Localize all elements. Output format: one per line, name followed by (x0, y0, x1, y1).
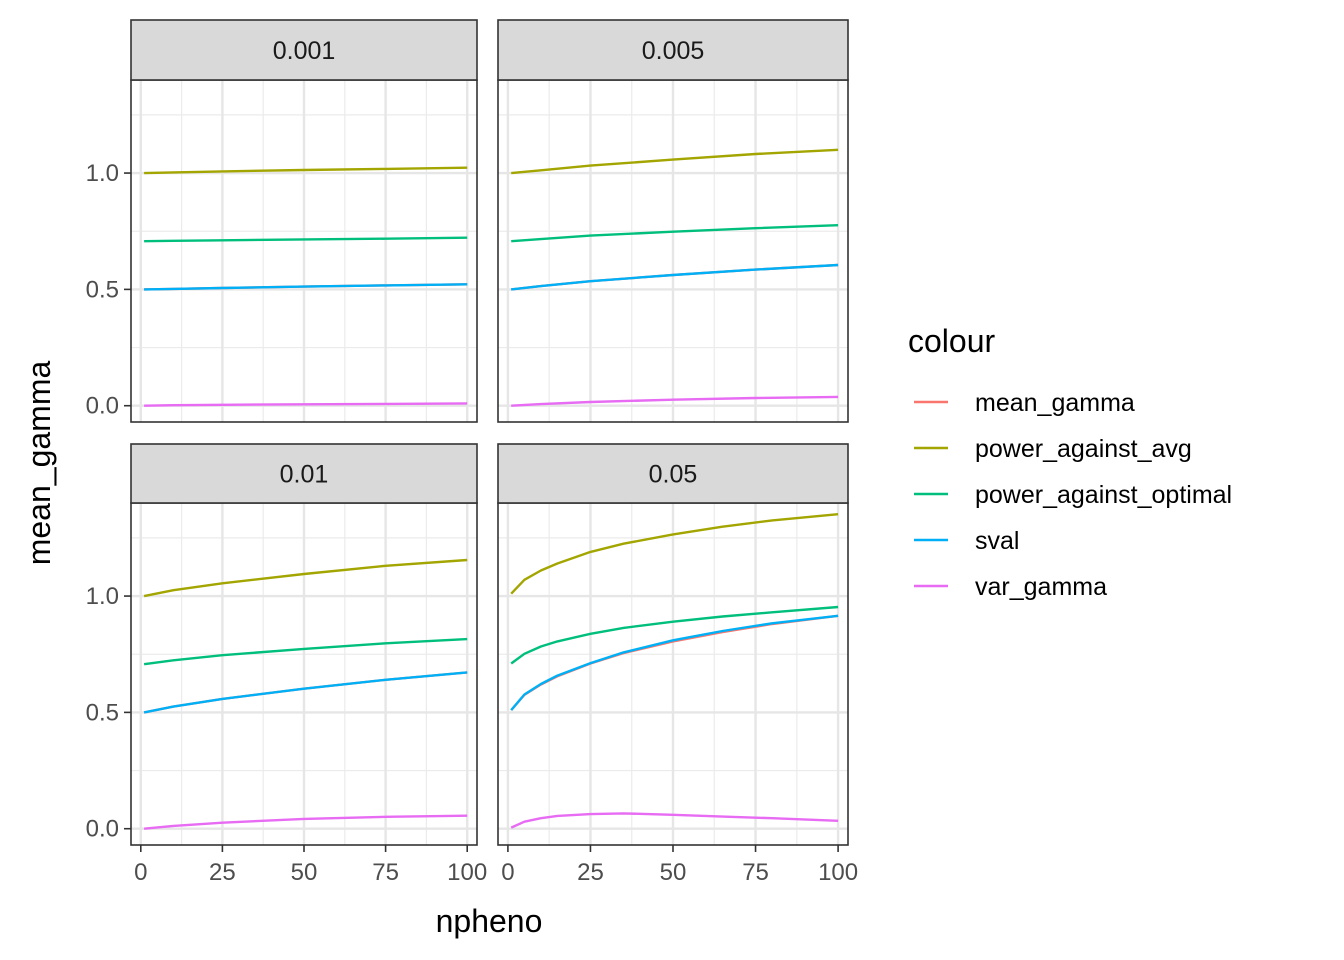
series-line-power_against_avg (144, 166, 468, 175)
series-line-power_against_optimal (144, 236, 468, 243)
legend: colour mean_gamma power_against_avg power_… (908, 323, 1232, 601)
y-tick-label: 0.5 (86, 276, 119, 303)
legend-title: colour (908, 323, 996, 359)
series-line-mean_gamma (143, 671, 468, 714)
series-line-power_against_avg (510, 513, 839, 595)
series-line-sval (511, 263, 839, 291)
x-tick-label: 100 (818, 859, 858, 886)
series-line-power_against_optimal (510, 605, 839, 665)
series-line-var_gamma (143, 814, 468, 830)
legend-label-var_gamma: var_gamma (975, 573, 1107, 601)
series-line-power_against_optimal (143, 637, 468, 666)
series-line-sval (144, 283, 468, 291)
legend-label-sval: sval (975, 527, 1019, 555)
y-tick-label: 0.0 (86, 393, 119, 420)
panel-0.05: 0.05 (497, 443, 849, 846)
facet-strip-label: 0.05 (649, 461, 698, 489)
x-tick-label: 0 (134, 859, 147, 886)
x-tick-label: 100 (447, 859, 487, 886)
series-line-power_against_avg (143, 558, 468, 598)
x-tick-label: 50 (660, 859, 687, 886)
series-line-power_against_optimal (511, 224, 839, 243)
x-tick-label: 25 (577, 859, 604, 886)
facet-strip-label: 0.005 (642, 37, 705, 65)
panel-0.01: 0.01 (130, 443, 478, 846)
series-line-power_against_avg (511, 148, 839, 175)
facet-strip (497, 19, 849, 81)
series-line-mean_gamma (510, 614, 839, 711)
legend-label-power_against_optimal: power_against_optimal (975, 481, 1232, 509)
x-tick-label: 0 (501, 859, 514, 886)
facet-strip (497, 443, 849, 504)
series-line-var_gamma (510, 812, 839, 829)
y-tick-label: 1.0 (86, 160, 119, 187)
x-tick-label: 75 (372, 859, 399, 886)
x-tick-label: 75 (742, 859, 769, 886)
y-tick-label: 0.0 (86, 816, 119, 843)
facet-strip (130, 19, 478, 81)
axes-layer: 0.0 0.5 1.0 0.0 0.5 1.0 0 25 50 75 100 0 25 50 75 100 (86, 160, 858, 886)
facet-strip-label: 0.01 (280, 461, 329, 489)
y-tick-label: 0.5 (86, 699, 119, 726)
facet-strip (130, 443, 478, 504)
legend-label-mean_gamma: mean_gamma (975, 389, 1135, 417)
panels-layer: 0.001 0.005 0.01 0.05 (130, 19, 849, 846)
panel-0.005: 0.005 (497, 19, 849, 423)
series-line-sval (510, 614, 839, 711)
series-line-sval (143, 671, 468, 714)
x-tick-label: 50 (291, 859, 318, 886)
legend-label-power_against_avg: power_against_avg (975, 435, 1192, 463)
x-tick-label: 25 (209, 859, 236, 886)
series-line-var_gamma (144, 402, 468, 407)
facet-strip-label: 0.001 (273, 37, 336, 65)
x-axis-title: npheno (436, 903, 543, 939)
y-tick-label: 1.0 (86, 583, 119, 610)
panel-0.001: 0.001 (130, 19, 478, 423)
y-axis-title: mean_gamma (21, 361, 57, 566)
series-line-var_gamma (511, 395, 839, 407)
